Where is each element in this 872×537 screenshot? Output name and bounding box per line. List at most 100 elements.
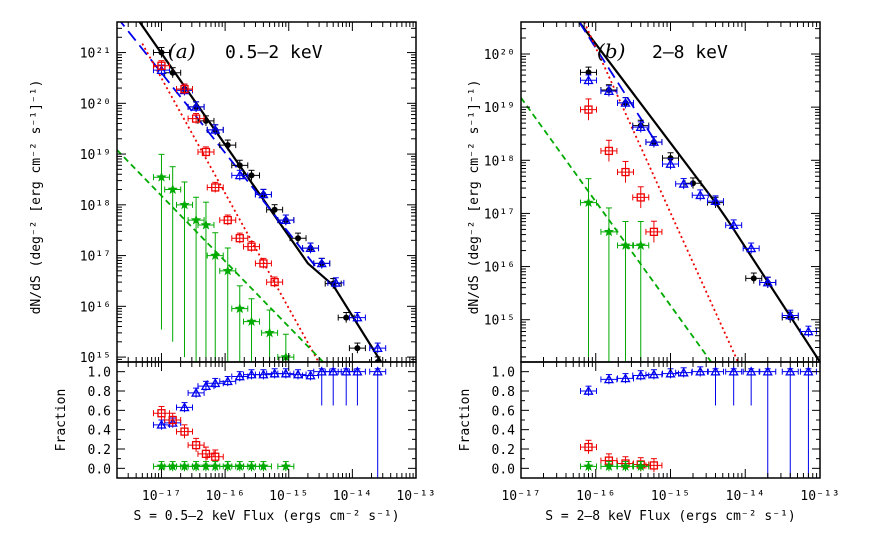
marker-square xyxy=(270,277,279,287)
point-agn xyxy=(580,74,598,86)
point-agn xyxy=(600,85,618,97)
marker-triangle xyxy=(269,368,280,378)
fraction-tick-label: 0.0 xyxy=(492,462,515,477)
plot-frame xyxy=(520,21,821,363)
marker-star xyxy=(179,460,190,471)
point-total xyxy=(231,159,249,171)
marker-circle xyxy=(236,162,243,169)
y-ticks xyxy=(521,21,820,358)
point-agn xyxy=(327,277,345,288)
marker-circle xyxy=(690,180,697,187)
marker-square xyxy=(223,215,232,225)
fraction-frame xyxy=(520,361,821,479)
point-galaxy xyxy=(254,257,272,269)
band-label: 0.5–2 keV xyxy=(225,42,323,63)
point-agn xyxy=(302,242,320,254)
fraction-tick-label: 1.0 xyxy=(88,366,111,381)
fit-line-galaxy xyxy=(141,43,320,362)
marker-square xyxy=(649,461,659,470)
marker-triangle xyxy=(648,136,660,146)
fraction-points xyxy=(580,366,817,478)
fit-line-agn xyxy=(578,22,655,140)
point-agn xyxy=(799,325,817,337)
point-galaxy xyxy=(243,241,261,252)
point-total xyxy=(266,204,284,215)
marker-square xyxy=(604,146,614,156)
marker-triangle xyxy=(603,85,615,95)
x-tick-label: 10⁻¹⁷ xyxy=(142,489,181,504)
fraction-point-agn xyxy=(289,369,307,380)
marker-star xyxy=(210,250,221,261)
fraction-point-agn xyxy=(759,366,777,478)
marker-triangle xyxy=(280,368,291,378)
marker-triangle xyxy=(762,277,773,287)
fraction-point-galaxy xyxy=(152,405,170,420)
marker-triangle xyxy=(583,74,594,85)
marker-triangle xyxy=(200,380,212,391)
point-galaxy xyxy=(219,214,237,226)
fraction-point-agn xyxy=(580,385,598,396)
marker-circle xyxy=(295,235,302,242)
fraction-point-star xyxy=(632,460,650,472)
marker-triangle xyxy=(234,371,245,381)
marker-triangle xyxy=(372,366,383,376)
point-agn xyxy=(675,178,693,190)
point-galaxy xyxy=(580,98,598,121)
marker-circle xyxy=(585,69,592,76)
marker-triangle xyxy=(372,342,383,352)
marker-star xyxy=(246,316,257,327)
point-total xyxy=(152,46,170,58)
marker-square xyxy=(584,105,593,114)
marker-triangle xyxy=(762,366,773,376)
marker-star xyxy=(635,460,646,471)
fit-line-agn xyxy=(119,22,320,272)
fraction-points xyxy=(152,366,387,478)
fraction-ticks xyxy=(117,361,416,479)
fraction-axis-label: Fraction xyxy=(54,389,69,452)
fraction-tick-label: 0.4 xyxy=(492,424,516,439)
marker-star xyxy=(210,460,221,471)
fraction-point-agn xyxy=(691,366,709,377)
panel-b: 10⁻¹⁷ 10⁻¹⁶ 10⁻¹⁵ 10⁻¹⁴ 10⁻¹³ 10¹⁵ 10¹⁶ 10¹⁷ 10¹… xyxy=(458,21,840,524)
marker-star xyxy=(167,184,178,194)
marker-star xyxy=(179,199,190,210)
point-galaxy xyxy=(632,186,650,209)
x-tick-label: 10⁻¹³ xyxy=(396,489,435,504)
fraction-point-agn xyxy=(313,366,331,406)
marker-star xyxy=(246,460,257,471)
point-star xyxy=(231,285,249,362)
point-galaxy xyxy=(600,139,618,162)
marker-star xyxy=(200,219,212,230)
x-ticks xyxy=(116,22,417,478)
point-galaxy xyxy=(206,181,224,193)
y-tick-label: 10¹⁶ xyxy=(484,261,515,276)
fraction-point-star xyxy=(175,460,193,472)
fraction-tick-label: 0.2 xyxy=(492,443,515,458)
y-tick-label: 10¹⁹ xyxy=(484,101,515,116)
x-tick-label: 10⁻¹⁴ xyxy=(333,489,372,504)
point-agn xyxy=(707,195,725,207)
fraction-tick-label: 1.0 xyxy=(492,366,515,381)
marker-triangle xyxy=(190,387,202,397)
fit-line-star xyxy=(521,97,712,362)
marker-circle xyxy=(224,142,231,149)
fraction-point-agn xyxy=(632,370,650,381)
fraction-tick-label: 0.8 xyxy=(492,385,515,400)
point-star xyxy=(243,298,261,362)
point-galaxy xyxy=(187,113,205,124)
point-galaxy xyxy=(197,146,215,158)
point-agn xyxy=(742,242,760,254)
marker-triangle xyxy=(258,189,269,199)
x-axis-label: S = 2–8 keV Flux (ergs cm⁻² s⁻¹) xyxy=(545,509,795,524)
point-agn xyxy=(187,101,205,112)
marker-triangle xyxy=(695,366,706,376)
point-galaxy xyxy=(175,83,193,95)
fraction-tick-label: 0.6 xyxy=(88,404,111,419)
marker-triangle xyxy=(746,366,757,376)
point-agn xyxy=(231,169,249,181)
band-label: 2–8 keV xyxy=(652,42,728,63)
marker-square xyxy=(157,409,166,418)
fraction-point-agn xyxy=(616,373,634,384)
fraction-point-agn xyxy=(175,402,193,413)
